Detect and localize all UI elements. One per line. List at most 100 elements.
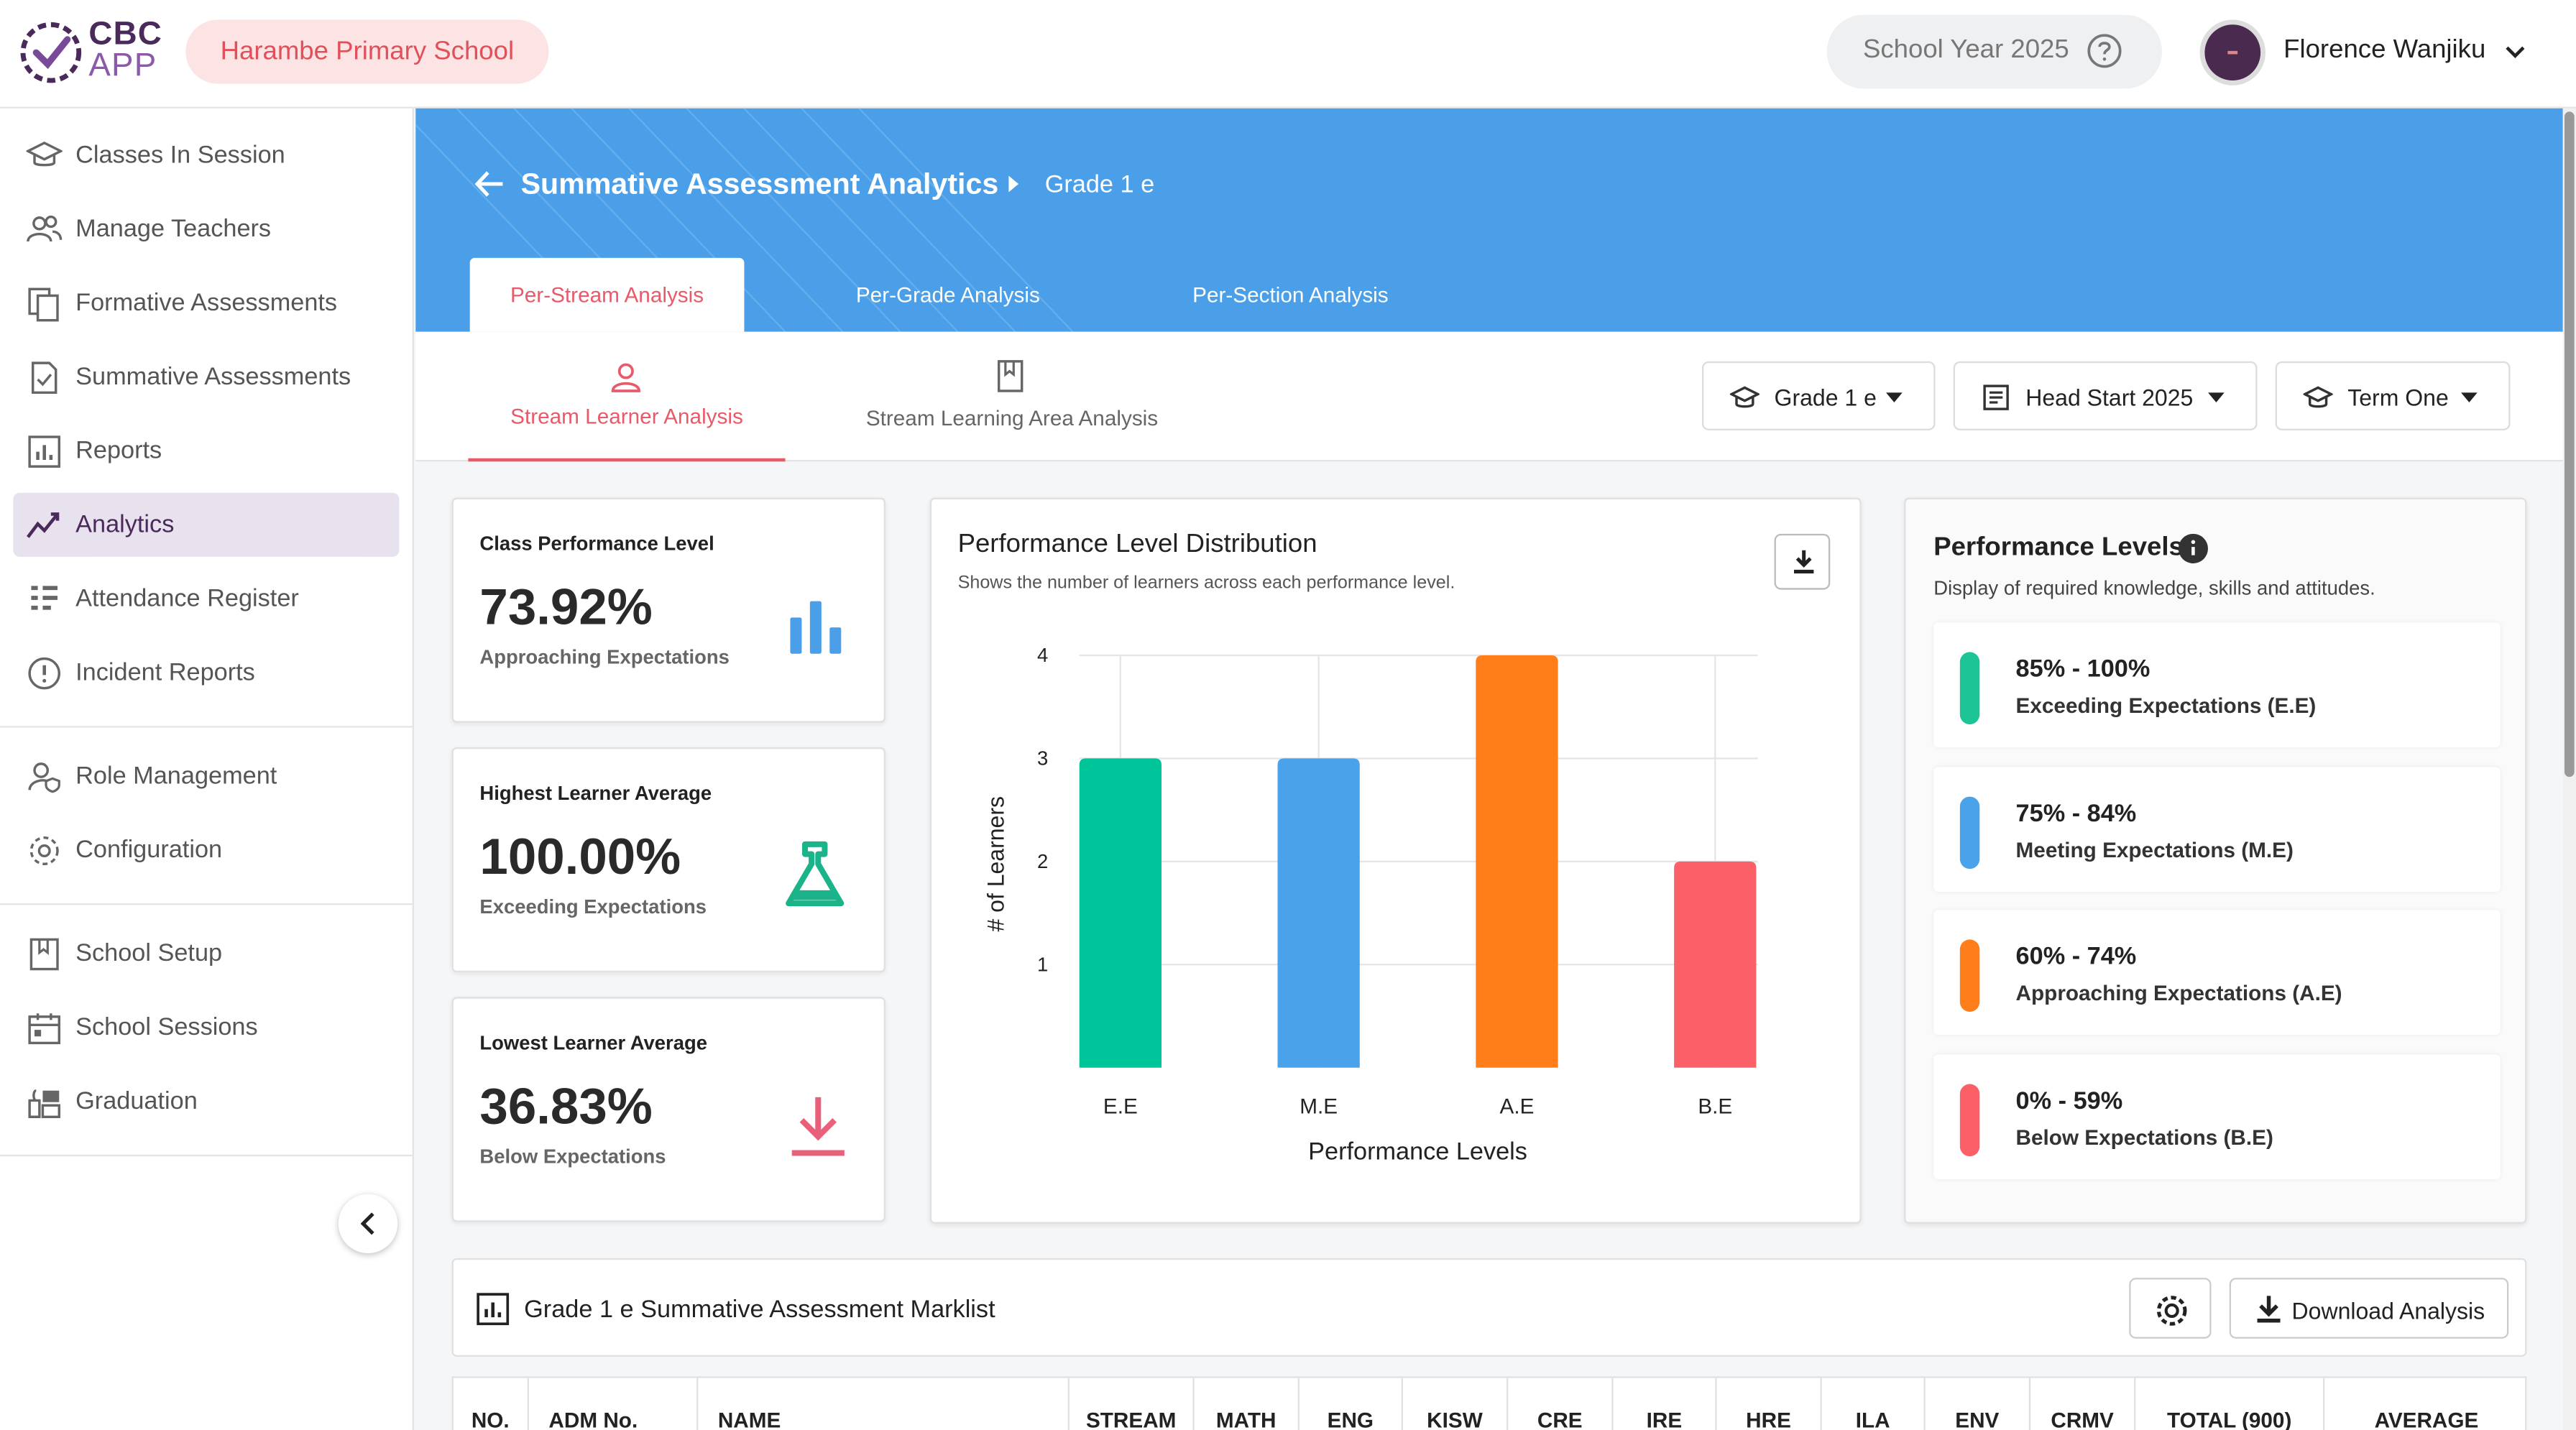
sidebar-item-manage-teachers[interactable]: Manage Teachers xyxy=(13,197,399,261)
performance-level-item: 60% - 74% Approaching Expectations (A.E) xyxy=(1933,910,2501,1035)
tab-stream-learning-area-analysis[interactable]: Stream Learning Area Analysis xyxy=(840,332,1184,462)
stat-value: 36.83% xyxy=(479,1077,653,1135)
chevron-left-icon xyxy=(360,1212,374,1235)
checked-document-icon xyxy=(31,361,58,394)
download-icon xyxy=(1793,550,1814,573)
table-header-math[interactable]: MATH xyxy=(1195,1378,1300,1430)
chart-title: Performance Level Distribution xyxy=(957,530,1317,559)
sidebar-item-incident-reports[interactable]: Incident Reports xyxy=(13,640,399,704)
sidebar-collapse-button[interactable] xyxy=(338,1194,398,1253)
person-icon xyxy=(611,363,640,392)
stream-tabs-bar: Stream Learner Analysis Stream Learning … xyxy=(415,331,2563,462)
table-header-stream[interactable]: STREAM xyxy=(1070,1378,1195,1430)
table-header-ire[interactable]: IRE xyxy=(1614,1378,1717,1430)
sidebar-item-school-sessions[interactable]: School Sessions xyxy=(13,995,399,1059)
session-filter-dropdown[interactable]: Head Start 2025 xyxy=(1953,361,2258,430)
table-header-hre[interactable]: HRE xyxy=(1717,1378,1822,1430)
y-tick-label: 4 xyxy=(1037,644,1048,666)
table-header-env[interactable]: ENV xyxy=(1926,1378,2031,1430)
table-header-adm-no[interactable]: ADM No. xyxy=(529,1378,699,1430)
term-filter-value: Term One xyxy=(2347,384,2449,411)
tab-per-stream-analysis[interactable]: Per-Stream Analysis xyxy=(469,257,745,332)
stat-title: Lowest Learner Average xyxy=(479,1031,707,1055)
app-logo[interactable]: CBC APP xyxy=(18,17,183,89)
sidebar-item-school-setup[interactable]: School Setup xyxy=(13,921,399,985)
alert-circle-icon xyxy=(28,657,60,690)
table-header-kisw[interactable]: KISW xyxy=(1403,1378,1509,1430)
users-icon xyxy=(27,215,63,242)
sidebar-item-label: Formative Assessments xyxy=(75,289,338,318)
sidebar-item-label: Incident Reports xyxy=(75,658,255,687)
stat-card-highest-learner: Highest Learner Average 100.00% Exceedin… xyxy=(451,747,886,973)
school-year-label: School Year 2025 xyxy=(1862,36,2069,65)
school-year-selector[interactable]: School Year 2025 xyxy=(1826,14,2162,89)
logo-text-top: CBC xyxy=(88,16,162,53)
sidebar-item-summative-assessments[interactable]: Summative Assessments xyxy=(13,345,399,409)
term-filter-dropdown[interactable]: Term One xyxy=(2275,361,2511,430)
mortarboard-icon xyxy=(1729,386,1760,408)
tab-per-section-analysis[interactable]: Per-Section Analysis xyxy=(1192,282,1389,308)
level-name: Below Expectations (B.E) xyxy=(2015,1125,2273,1150)
sidebar-item-label: Summative Assessments xyxy=(75,363,351,391)
table-header-total[interactable]: TOTAL (900) xyxy=(2135,1378,2325,1430)
bar-me xyxy=(1277,758,1360,1068)
sidebar-item-analytics[interactable]: Analytics xyxy=(13,492,400,557)
page-scrollbar-thumb[interactable] xyxy=(2564,111,2575,778)
avatar[interactable] xyxy=(2199,19,2266,86)
sidebar-item-label: Configuration xyxy=(75,836,223,864)
stat-card-class-performance: Class Performance Level 73.92% Approachi… xyxy=(451,497,886,723)
download-analysis-label: Download Analysis xyxy=(2291,1297,2485,1324)
sidebar-item-classes-in-session[interactable]: Classes In Session xyxy=(13,123,399,187)
table-header-eng[interactable]: ENG xyxy=(1300,1378,1403,1430)
page-title[interactable]: Summative Assessment Analytics xyxy=(520,167,999,200)
sidebar-item-label: Manage Teachers xyxy=(75,215,272,244)
breadcrumb-current: Grade 1 e xyxy=(1044,170,1155,199)
bookmark-book-icon xyxy=(29,938,59,971)
sidebar-item-role-management[interactable]: Role Management xyxy=(13,744,399,808)
caret-down-icon xyxy=(1885,392,1903,402)
sidebar-item-reports[interactable]: Reports xyxy=(13,419,399,483)
bar-chart-icon xyxy=(28,435,60,468)
chart-grid xyxy=(1079,654,1758,1068)
tab-label: Stream Learning Area Analysis xyxy=(865,405,1159,430)
sidebar-item-attendance-register[interactable]: Attendance Register xyxy=(13,567,399,631)
level-name: Meeting Expectations (M.E) xyxy=(2015,837,2294,862)
download-analysis-button[interactable]: Download Analysis xyxy=(2229,1278,2509,1339)
stat-subtitle: Exceeding Expectations xyxy=(479,895,707,918)
user-shield-icon xyxy=(28,762,60,793)
arrow-left-icon[interactable] xyxy=(474,169,505,198)
table-header-name[interactable]: NAME xyxy=(698,1378,1070,1430)
user-name[interactable]: Florence Wanjiku xyxy=(2283,36,2486,65)
chevron-down-icon[interactable] xyxy=(2503,41,2526,64)
grade-filter-value: Grade 1 e xyxy=(1774,384,1877,411)
y-axis-title: # of Learners xyxy=(983,796,1009,931)
y-tick-label: 2 xyxy=(1037,850,1048,872)
sidebar-item-formative-assessments[interactable]: Formative Assessments xyxy=(13,271,399,335)
sidebar-item-label: Reports xyxy=(75,436,162,465)
grade-filter-dropdown[interactable]: Grade 1 e xyxy=(1701,361,1936,430)
table-header-ila[interactable]: ILA xyxy=(1822,1378,1926,1430)
school-name-badge: Harambe Primary School xyxy=(185,19,549,84)
level-color-bar xyxy=(1959,1084,1980,1157)
marklist-settings-button[interactable] xyxy=(2129,1278,2212,1339)
table-header-average[interactable]: AVERAGE xyxy=(2374,1407,2479,1430)
documents-icon xyxy=(28,287,59,322)
sidebar-item-label: Attendance Register xyxy=(75,584,299,613)
level-name: Approaching Expectations (A.E) xyxy=(2015,980,2342,1005)
performance-levels-card: Performance Levels Display of required k… xyxy=(1904,497,2527,1224)
sidebar-item-graduation[interactable]: Graduation xyxy=(13,1069,399,1133)
download-chart-button[interactable] xyxy=(1774,533,1831,590)
bar-ae xyxy=(1476,655,1558,1068)
bar-ee xyxy=(1079,758,1162,1068)
help-icon[interactable] xyxy=(2087,33,2122,69)
level-name: Exceeding Expectations (E.E) xyxy=(2015,693,2317,718)
table-header-no[interactable]: NO. xyxy=(454,1378,529,1430)
table-header-cre[interactable]: CRE xyxy=(1508,1378,1614,1430)
tab-per-grade-analysis[interactable]: Per-Grade Analysis xyxy=(855,282,1040,308)
tab-stream-learner-analysis[interactable]: Stream Learner Analysis xyxy=(468,332,786,462)
table-header-crmv[interactable]: CRMV xyxy=(2030,1378,2136,1430)
register-grid-icon xyxy=(31,586,58,610)
sidebar-item-configuration[interactable]: Configuration xyxy=(13,818,399,882)
info-icon[interactable] xyxy=(2178,533,2208,563)
